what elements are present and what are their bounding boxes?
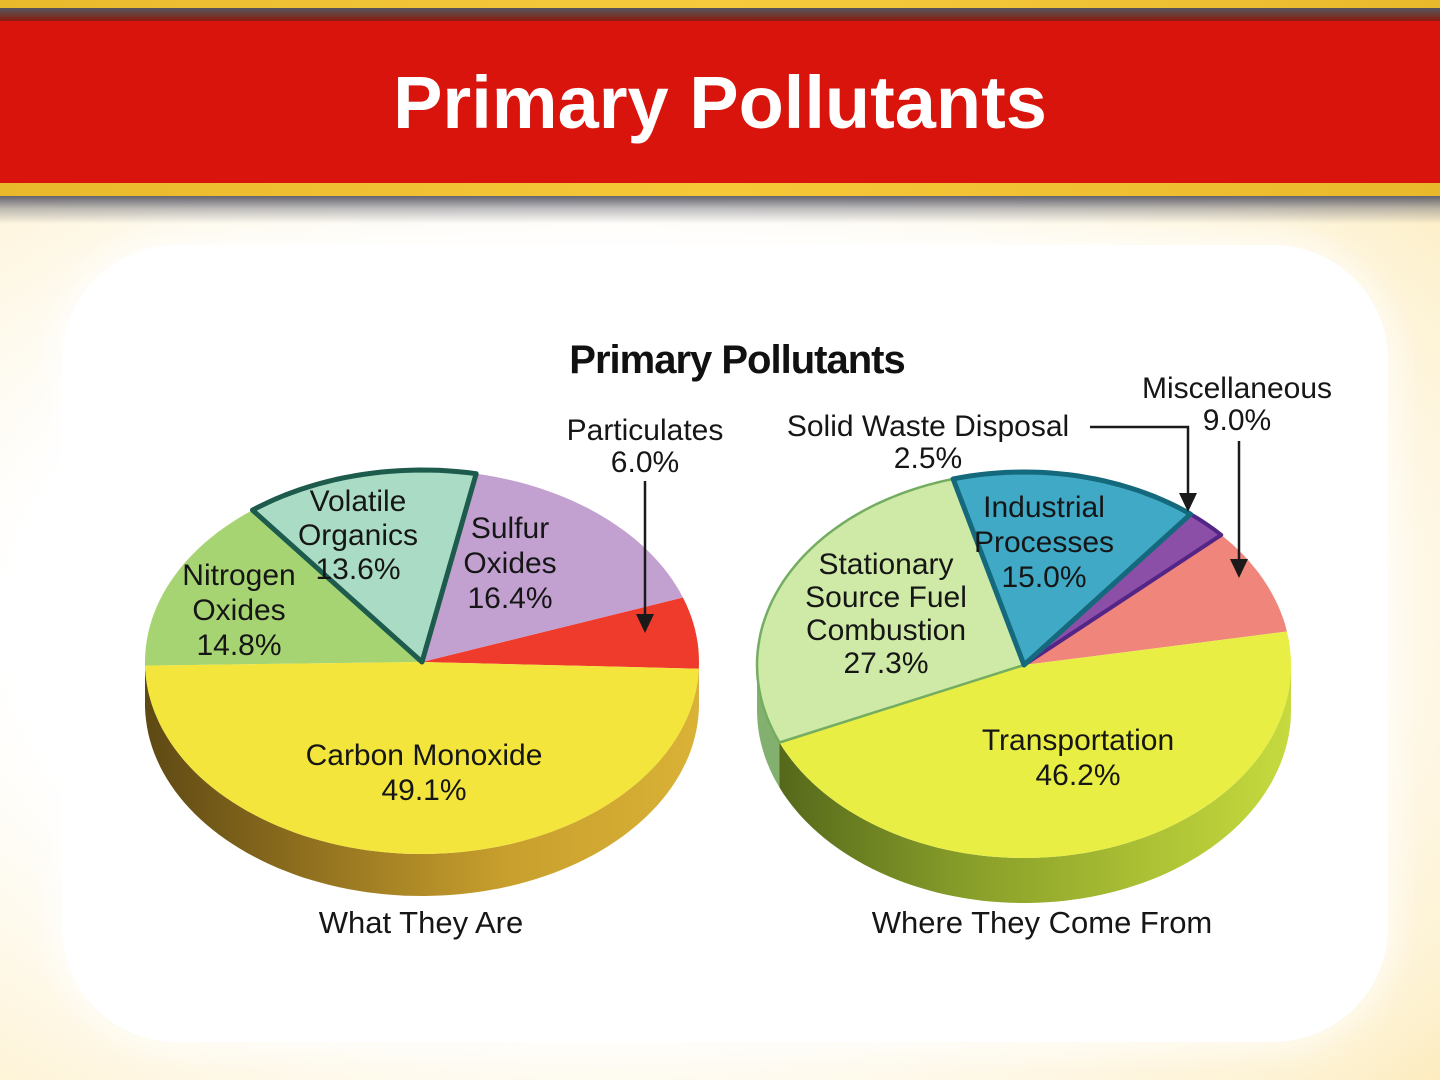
pie-slice-carbon-monoxide [145,662,699,854]
pie-slice-particulates [422,597,699,669]
arrowhead-icon [1230,559,1248,578]
pie-slice-stationary-source-fuel-combustion [755,477,1026,744]
lower-gold-strip [0,183,1440,196]
leader-line [1090,425,1190,502]
banner-drop-shadow [0,196,1440,224]
slide-title-banner: Primary Pollutants [0,21,1440,183]
pie-slice-volatile-organics [250,467,479,665]
top-shadow-strip [0,8,1440,21]
pie-slice-side [145,665,699,896]
pie-slice-transportation [779,631,1291,858]
arrowhead-icon [636,614,654,633]
arrowhead-icon [1179,493,1197,512]
pie-slice-miscellaneous [1024,534,1287,665]
pie-slice-industrial-processes [950,469,1194,668]
pie-slice-side [757,665,780,788]
pie-slice-side [779,665,1291,903]
slide-title: Primary Pollutants [393,60,1047,144]
pie-slice-sulfur-oxides [422,473,683,662]
top-gold-strip [0,0,1440,8]
pie-slice-nitrogen-oxides [145,510,422,666]
